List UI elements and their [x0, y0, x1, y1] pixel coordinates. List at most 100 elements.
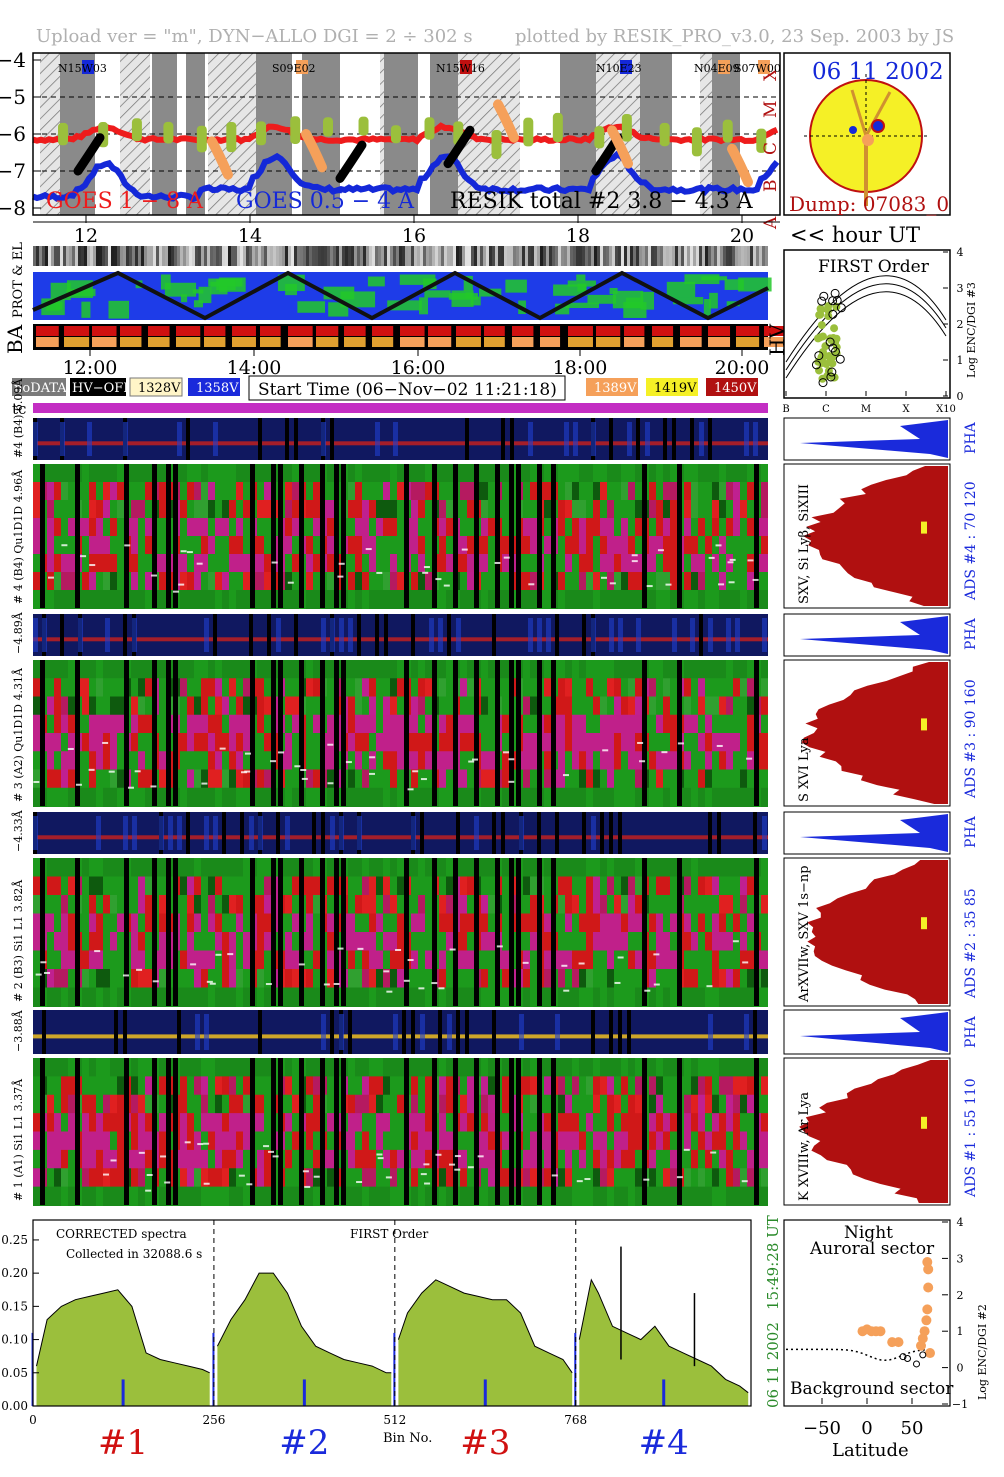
scatter-point	[922, 1304, 933, 1315]
scatter-ytick-label: 4	[957, 1216, 964, 1229]
first-order-point	[818, 332, 827, 341]
goes-class-letter: A	[761, 216, 781, 230]
first-order-point	[816, 304, 825, 313]
resik-orange-mark	[207, 136, 233, 180]
goes-grid	[33, 96, 780, 172]
pha-line	[33, 1034, 768, 1039]
start-time: Start Time (06−Nov−02 11:21:18)	[258, 380, 557, 400]
spectra-subtitle: Collected in 32088.6 s	[66, 1247, 202, 1261]
region-color-chip	[82, 60, 94, 74]
legend-goes18: GOES 1 − 8 A	[46, 189, 204, 214]
resik-mark	[390, 125, 401, 144]
resik-orange-mark	[727, 143, 753, 188]
region-color-chip	[620, 60, 632, 74]
goes-ytick-label: −7	[0, 159, 26, 183]
pha-line	[33, 441, 768, 446]
spectrum-area-channel-3	[398, 1279, 573, 1406]
resik-mark	[722, 119, 733, 143]
pha-strip	[33, 614, 768, 656]
scatter-point	[919, 1326, 930, 1337]
ads-marker	[921, 718, 927, 731]
first-order-open-point	[817, 296, 827, 306]
status-v2: 1358V	[196, 381, 239, 396]
top-time-tick-label: 18	[566, 225, 590, 247]
resik-mark	[358, 116, 369, 136]
first-order-ytick: 4	[957, 246, 964, 259]
region-label: N15W03	[58, 62, 107, 75]
ads-range-label: ADS #3 : 90 160	[963, 679, 979, 799]
first-order-point	[829, 373, 838, 382]
goes-curves	[32, 99, 780, 203]
first-order-open-point	[825, 337, 835, 347]
ads-marker	[921, 917, 927, 930]
scatter-ytick-label: 2	[957, 1289, 964, 1302]
spectrum-area-channel-2	[217, 1273, 392, 1406]
first-order-ytick: 2	[957, 318, 964, 331]
spectra-ytick-label: 0.20	[1, 1266, 28, 1280]
spectrum-outline-channel-1	[36, 1289, 210, 1374]
prot-el-label: PROT & EL	[11, 242, 26, 318]
ads-marker	[921, 1116, 927, 1129]
scatter-point	[923, 1264, 934, 1275]
goes-1-8a-curve	[32, 122, 779, 145]
first-order-open-point	[830, 347, 840, 357]
status-legend: noDATA HV−OFF 1328V 1358V Start Time (06…	[12, 375, 758, 401]
pha-side-label: PHA	[963, 617, 979, 650]
goes-ytick-label: −5	[0, 85, 26, 109]
goes-05-4a-curve	[32, 150, 780, 203]
goes-class-letter: M	[761, 101, 781, 118]
first-order-open-point	[828, 296, 838, 306]
scatter-ytick-label: 0	[957, 1362, 964, 1375]
resik-mark	[290, 116, 301, 144]
scatter-open-point	[904, 1355, 911, 1362]
scatter-ytick-label: 3	[957, 1252, 964, 1265]
orbit-panel: PROT & EL BA HV	[3, 242, 789, 356]
latitude-scatter-chart: Night Auroral sector Background sector L…	[783, 1216, 989, 1461]
first-order-point	[816, 310, 825, 319]
region-label: N10E23	[596, 62, 642, 75]
scatter-ylabel: Log ENC/DGI #2	[976, 1304, 989, 1400]
first-order-open-point	[819, 291, 829, 301]
ads-range-label: ADS #1 : 55 110	[963, 1078, 979, 1198]
sun-panel: 06 11 2002 Dump: 07083_0	[783, 52, 951, 216]
pha-side-label: PHA	[963, 815, 979, 848]
pha-panel-label: #4 (B4) 6.09Å	[11, 378, 25, 458]
active-region-dot	[871, 119, 885, 133]
pha-strip	[33, 812, 768, 854]
mid-time-tick-label: 20:00	[715, 357, 770, 379]
top-time-tick-label: 16	[402, 225, 426, 247]
region-color-chip	[718, 60, 730, 74]
spectra-xtick-label: 0	[29, 1413, 37, 1427]
region-label: S09E02	[272, 62, 316, 75]
first-order-open-point	[814, 351, 824, 361]
first-order-point	[824, 306, 833, 315]
resik-orange-mark	[493, 99, 519, 143]
first-order-curve	[785, 291, 947, 379]
pha-histogram	[800, 420, 948, 458]
scatter-point	[923, 1282, 934, 1293]
scatter-open-point	[913, 1360, 920, 1368]
scatter-xlabel: Latitude	[832, 1440, 909, 1461]
spectrum-area-channel-4	[579, 1279, 749, 1406]
pha-histogram	[800, 1012, 948, 1052]
scatter-point	[925, 1348, 935, 1359]
resik-mark	[163, 121, 174, 144]
first-order-open-point	[828, 309, 838, 319]
first-order-point	[817, 321, 826, 330]
first-order-title: FIRST Order	[818, 257, 930, 277]
first-order-open-point	[826, 372, 836, 382]
scatter-ytick-label: 1	[957, 1325, 964, 1338]
region-color-chip	[296, 60, 308, 74]
status-hvoff: HV−OFF	[72, 381, 132, 396]
ads-range-label: ADS #2 : 35 85	[963, 888, 979, 999]
spectra-xtick-label: 256	[202, 1413, 225, 1427]
scatter-xtick-label: 50	[901, 1418, 924, 1439]
scatter-point	[921, 1315, 932, 1326]
pha-strip	[33, 418, 768, 460]
region-color-chip	[460, 60, 472, 74]
resik-mark	[552, 112, 563, 143]
resik-mark	[621, 113, 632, 142]
first-order-open-point	[835, 354, 845, 364]
spectral-lines-label: S XVI Lya	[797, 737, 812, 802]
